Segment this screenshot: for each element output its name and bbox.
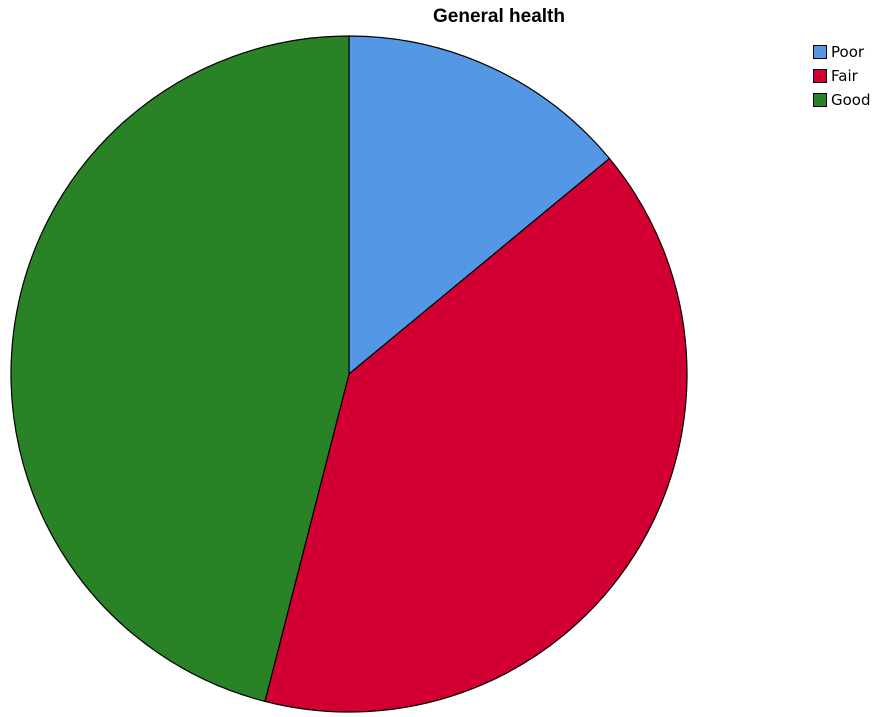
legend-item-fair: Fair xyxy=(813,64,871,88)
legend-swatch-poor xyxy=(813,45,827,59)
legend-label-poor: Poor xyxy=(831,43,865,61)
pie-slice-poor xyxy=(348,35,611,376)
legend-swatch-good xyxy=(813,93,827,107)
chart-title: General health xyxy=(433,6,565,27)
pie-slice-good xyxy=(10,35,350,703)
legend-item-poor: Poor xyxy=(813,40,871,64)
pie-slices xyxy=(10,35,688,713)
legend-item-good: Good xyxy=(813,88,871,112)
legend-swatch-fair xyxy=(813,69,827,83)
pie-slice-fair xyxy=(264,157,688,713)
legend-label-fair: Fair xyxy=(831,67,858,85)
legend-label-good: Good xyxy=(831,91,871,109)
legend: Poor Fair Good xyxy=(813,40,871,112)
